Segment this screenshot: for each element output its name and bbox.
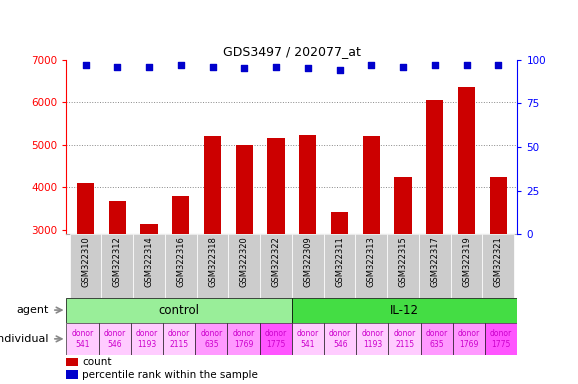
Bar	[133, 234, 165, 298]
Bar	[66, 370, 77, 379]
Text: donor
1769: donor 1769	[232, 329, 255, 349]
Bar	[77, 183, 94, 358]
Bar	[267, 138, 285, 358]
Text: GSM322321: GSM322321	[494, 236, 503, 287]
Bar	[485, 323, 517, 355]
Bar	[101, 234, 133, 298]
Text: GSM322316: GSM322316	[176, 236, 186, 287]
Text: donor
1769: donor 1769	[458, 329, 480, 349]
Bar	[292, 234, 324, 298]
Text: donor
2115: donor 2115	[394, 329, 416, 349]
Bar	[140, 224, 158, 358]
Bar	[99, 323, 131, 355]
Text: donor
546: donor 546	[329, 329, 351, 349]
Point	[81, 62, 90, 68]
Text: percentile rank within the sample: percentile rank within the sample	[82, 370, 258, 380]
Text: GSM322314: GSM322314	[144, 236, 154, 287]
Point	[398, 63, 407, 70]
Text: donor
541: donor 541	[297, 329, 319, 349]
Text: GSM322318: GSM322318	[208, 236, 217, 287]
Bar	[451, 234, 483, 298]
Point	[462, 62, 471, 68]
Bar	[195, 323, 228, 355]
Bar	[163, 323, 195, 355]
Bar	[236, 145, 253, 358]
Bar	[356, 323, 388, 355]
Text: IL-12: IL-12	[390, 304, 419, 316]
Bar	[228, 234, 260, 298]
Bar	[362, 136, 380, 358]
Bar	[66, 323, 99, 355]
Point	[240, 65, 249, 71]
Bar	[131, 323, 163, 355]
Point	[366, 62, 376, 68]
Text: donor
1775: donor 1775	[490, 329, 512, 349]
Point	[272, 63, 281, 70]
Point	[113, 63, 122, 70]
Bar	[299, 136, 317, 358]
Bar	[260, 323, 292, 355]
Bar	[331, 212, 348, 358]
Bar	[109, 201, 126, 358]
Bar	[421, 323, 453, 355]
Bar	[292, 323, 324, 355]
Text: donor
2115: donor 2115	[168, 329, 190, 349]
Bar	[426, 100, 443, 358]
Text: donor
541: donor 541	[72, 329, 94, 349]
Point	[144, 63, 154, 70]
Bar	[204, 136, 221, 358]
Text: donor
1775: donor 1775	[265, 329, 287, 349]
Text: GSM322310: GSM322310	[81, 236, 90, 287]
Text: donor
1193: donor 1193	[361, 329, 384, 349]
Bar	[197, 234, 228, 298]
Bar	[66, 358, 77, 366]
Text: individual: individual	[0, 334, 49, 344]
Text: GSM322309: GSM322309	[303, 236, 312, 287]
Text: GSM322315: GSM322315	[398, 236, 407, 287]
Text: GSM322311: GSM322311	[335, 236, 344, 287]
Text: GSM322322: GSM322322	[272, 236, 280, 287]
Point	[335, 67, 344, 73]
Text: donor
1193: donor 1193	[136, 329, 158, 349]
Bar	[458, 87, 475, 358]
Bar	[387, 234, 419, 298]
Title: GDS3497 / 202077_at: GDS3497 / 202077_at	[223, 45, 361, 58]
Bar	[172, 196, 190, 358]
Bar	[388, 323, 421, 355]
Bar	[490, 177, 507, 358]
Bar	[69, 234, 101, 298]
Text: donor
635: donor 635	[200, 329, 223, 349]
Text: GSM322317: GSM322317	[430, 236, 439, 287]
Bar	[324, 323, 356, 355]
Bar	[453, 323, 485, 355]
Bar	[419, 234, 451, 298]
Text: GSM322319: GSM322319	[462, 236, 471, 287]
Bar	[66, 298, 292, 323]
Text: donor
546: donor 546	[103, 329, 126, 349]
Point	[208, 63, 217, 70]
Bar	[292, 298, 517, 323]
Point	[176, 62, 186, 68]
Point	[303, 65, 312, 71]
Text: count: count	[82, 357, 112, 367]
Text: donor
635: donor 635	[425, 329, 448, 349]
Bar	[228, 323, 260, 355]
Text: GSM322313: GSM322313	[367, 236, 376, 287]
Text: agent: agent	[16, 305, 49, 315]
Text: GSM322320: GSM322320	[240, 236, 249, 287]
Point	[430, 62, 439, 68]
Point	[494, 62, 503, 68]
Text: control: control	[159, 304, 199, 316]
Bar	[260, 234, 292, 298]
Bar	[165, 234, 197, 298]
Text: GSM322312: GSM322312	[113, 236, 122, 287]
Bar	[355, 234, 387, 298]
Bar	[483, 234, 514, 298]
Bar	[394, 177, 412, 358]
Bar	[324, 234, 355, 298]
